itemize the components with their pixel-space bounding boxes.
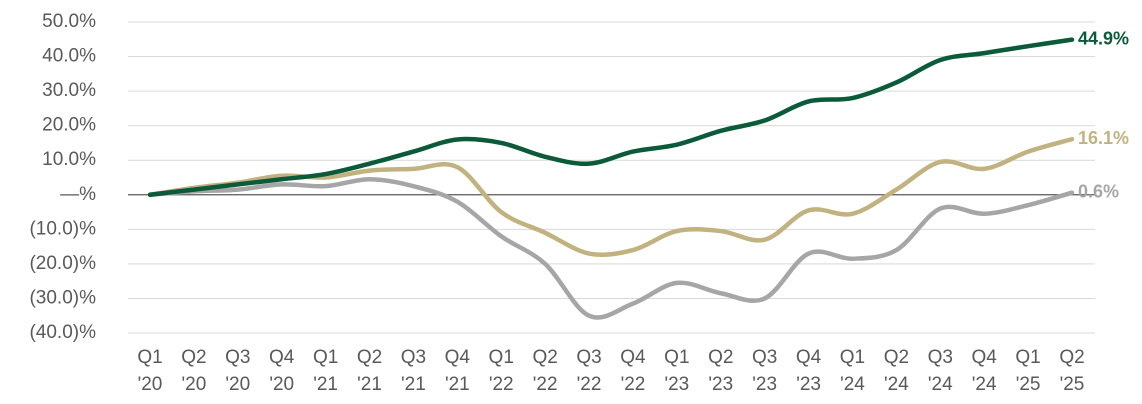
x-tick-quarter: Q1 — [313, 347, 338, 368]
y-tick-label: 30.0% — [42, 80, 96, 101]
x-tick-label: Q3'23 — [752, 347, 777, 395]
y-tick-label: 10.0% — [42, 149, 96, 170]
y-tick-label: (30.0)% — [29, 287, 96, 308]
x-tick-quarter: Q1 — [664, 347, 689, 368]
y-tick-label: (20.0)% — [29, 253, 96, 274]
x-tick-year: '22 — [577, 374, 602, 395]
x-tick-quarter: Q3 — [928, 347, 953, 368]
x-tick-year: '23 — [708, 374, 733, 395]
x-tick-year: '20 — [138, 374, 163, 395]
value-label: 44.9% — [1078, 28, 1129, 48]
x-tick-label: Q3'20 — [225, 347, 250, 395]
x-tick-year: '20 — [225, 374, 250, 395]
x-tick-label: Q1'21 — [313, 347, 338, 395]
value-label: 0.6% — [1078, 181, 1119, 201]
x-tick-label: Q1'25 — [1015, 347, 1040, 395]
x-tick-quarter: Q3 — [576, 347, 601, 368]
x-tick-label: Q4'23 — [796, 347, 822, 395]
x-tick-year: '23 — [664, 374, 689, 395]
x-tick-quarter: Q4 — [269, 347, 295, 368]
x-tick-year: '24 — [884, 374, 909, 395]
x-tick-label: Q4'22 — [620, 347, 646, 395]
x-tick-year: '22 — [533, 374, 558, 395]
x-tick-year: '24 — [840, 374, 865, 395]
x-tick-label: Q3'22 — [576, 347, 601, 395]
x-tick-quarter: Q2 — [357, 347, 382, 368]
x-tick-label: Q4'24 — [972, 347, 998, 395]
value-label: 16.1% — [1078, 128, 1129, 148]
x-tick-quarter: Q1 — [489, 347, 514, 368]
x-tick-quarter: Q2 — [708, 347, 733, 368]
y-tick-label: 50.0% — [42, 11, 96, 32]
x-tick-year: '20 — [182, 374, 207, 395]
x-tick-quarter: Q4 — [796, 347, 822, 368]
y-tick-label: (10.0)% — [29, 218, 96, 239]
x-tick-year: '24 — [972, 374, 997, 395]
x-tick-year: '23 — [752, 374, 777, 395]
x-tick-label: Q1'24 — [840, 347, 865, 395]
y-tick-label: 40.0% — [42, 46, 96, 67]
x-tick-year: '25 — [1016, 374, 1041, 395]
x-tick-quarter: Q1 — [137, 347, 162, 368]
x-tick-label: Q1'20 — [137, 347, 162, 395]
y-tick-label: 20.0% — [42, 115, 96, 136]
x-tick-quarter: Q2 — [1059, 347, 1084, 368]
x-tick-quarter: Q2 — [532, 347, 557, 368]
x-tick-label: Q1'22 — [489, 347, 514, 395]
x-tick-quarter: Q2 — [181, 347, 206, 368]
x-tick-quarter: Q2 — [884, 347, 909, 368]
x-tick-label: Q2'23 — [708, 347, 733, 395]
x-tick-quarter: Q4 — [445, 347, 471, 368]
x-tick-quarter: Q3 — [225, 347, 250, 368]
x-tick-quarter: Q1 — [840, 347, 865, 368]
x-tick-label: Q2'24 — [884, 347, 909, 395]
series-line — [147, 37, 1075, 198]
x-tick-year: '22 — [489, 374, 514, 395]
x-tick-year: '20 — [269, 374, 294, 395]
x-tick-quarter: Q1 — [1015, 347, 1040, 368]
series-line — [147, 176, 1075, 320]
x-tick-year: '25 — [1060, 374, 1085, 395]
x-tick-label: Q3'21 — [401, 347, 426, 395]
x-tick-label: Q1'23 — [664, 347, 689, 395]
x-tick-year: '24 — [928, 374, 953, 395]
y-tick-label: (40.0)% — [29, 322, 96, 343]
x-tick-quarter: Q4 — [972, 347, 998, 368]
x-tick-year: '21 — [313, 374, 338, 395]
x-tick-year: '23 — [796, 374, 821, 395]
x-tick-label: Q2'25 — [1059, 347, 1084, 395]
x-tick-label: Q2'22 — [532, 347, 557, 395]
x-tick-label: Q2'20 — [181, 347, 206, 395]
x-tick-year: '21 — [401, 374, 426, 395]
x-tick-year: '21 — [357, 374, 382, 395]
x-tick-quarter: Q3 — [401, 347, 426, 368]
x-tick-label: Q2'21 — [357, 347, 382, 395]
x-tick-label: Q4'21 — [445, 347, 471, 395]
x-tick-label: Q3'24 — [928, 347, 953, 395]
x-tick-year: '21 — [445, 374, 470, 395]
x-tick-label: Q4'20 — [269, 347, 295, 395]
x-tick-year: '22 — [621, 374, 646, 395]
x-tick-quarter: Q4 — [620, 347, 646, 368]
x-tick-quarter: Q3 — [752, 347, 777, 368]
y-tick-label: —% — [60, 184, 96, 205]
